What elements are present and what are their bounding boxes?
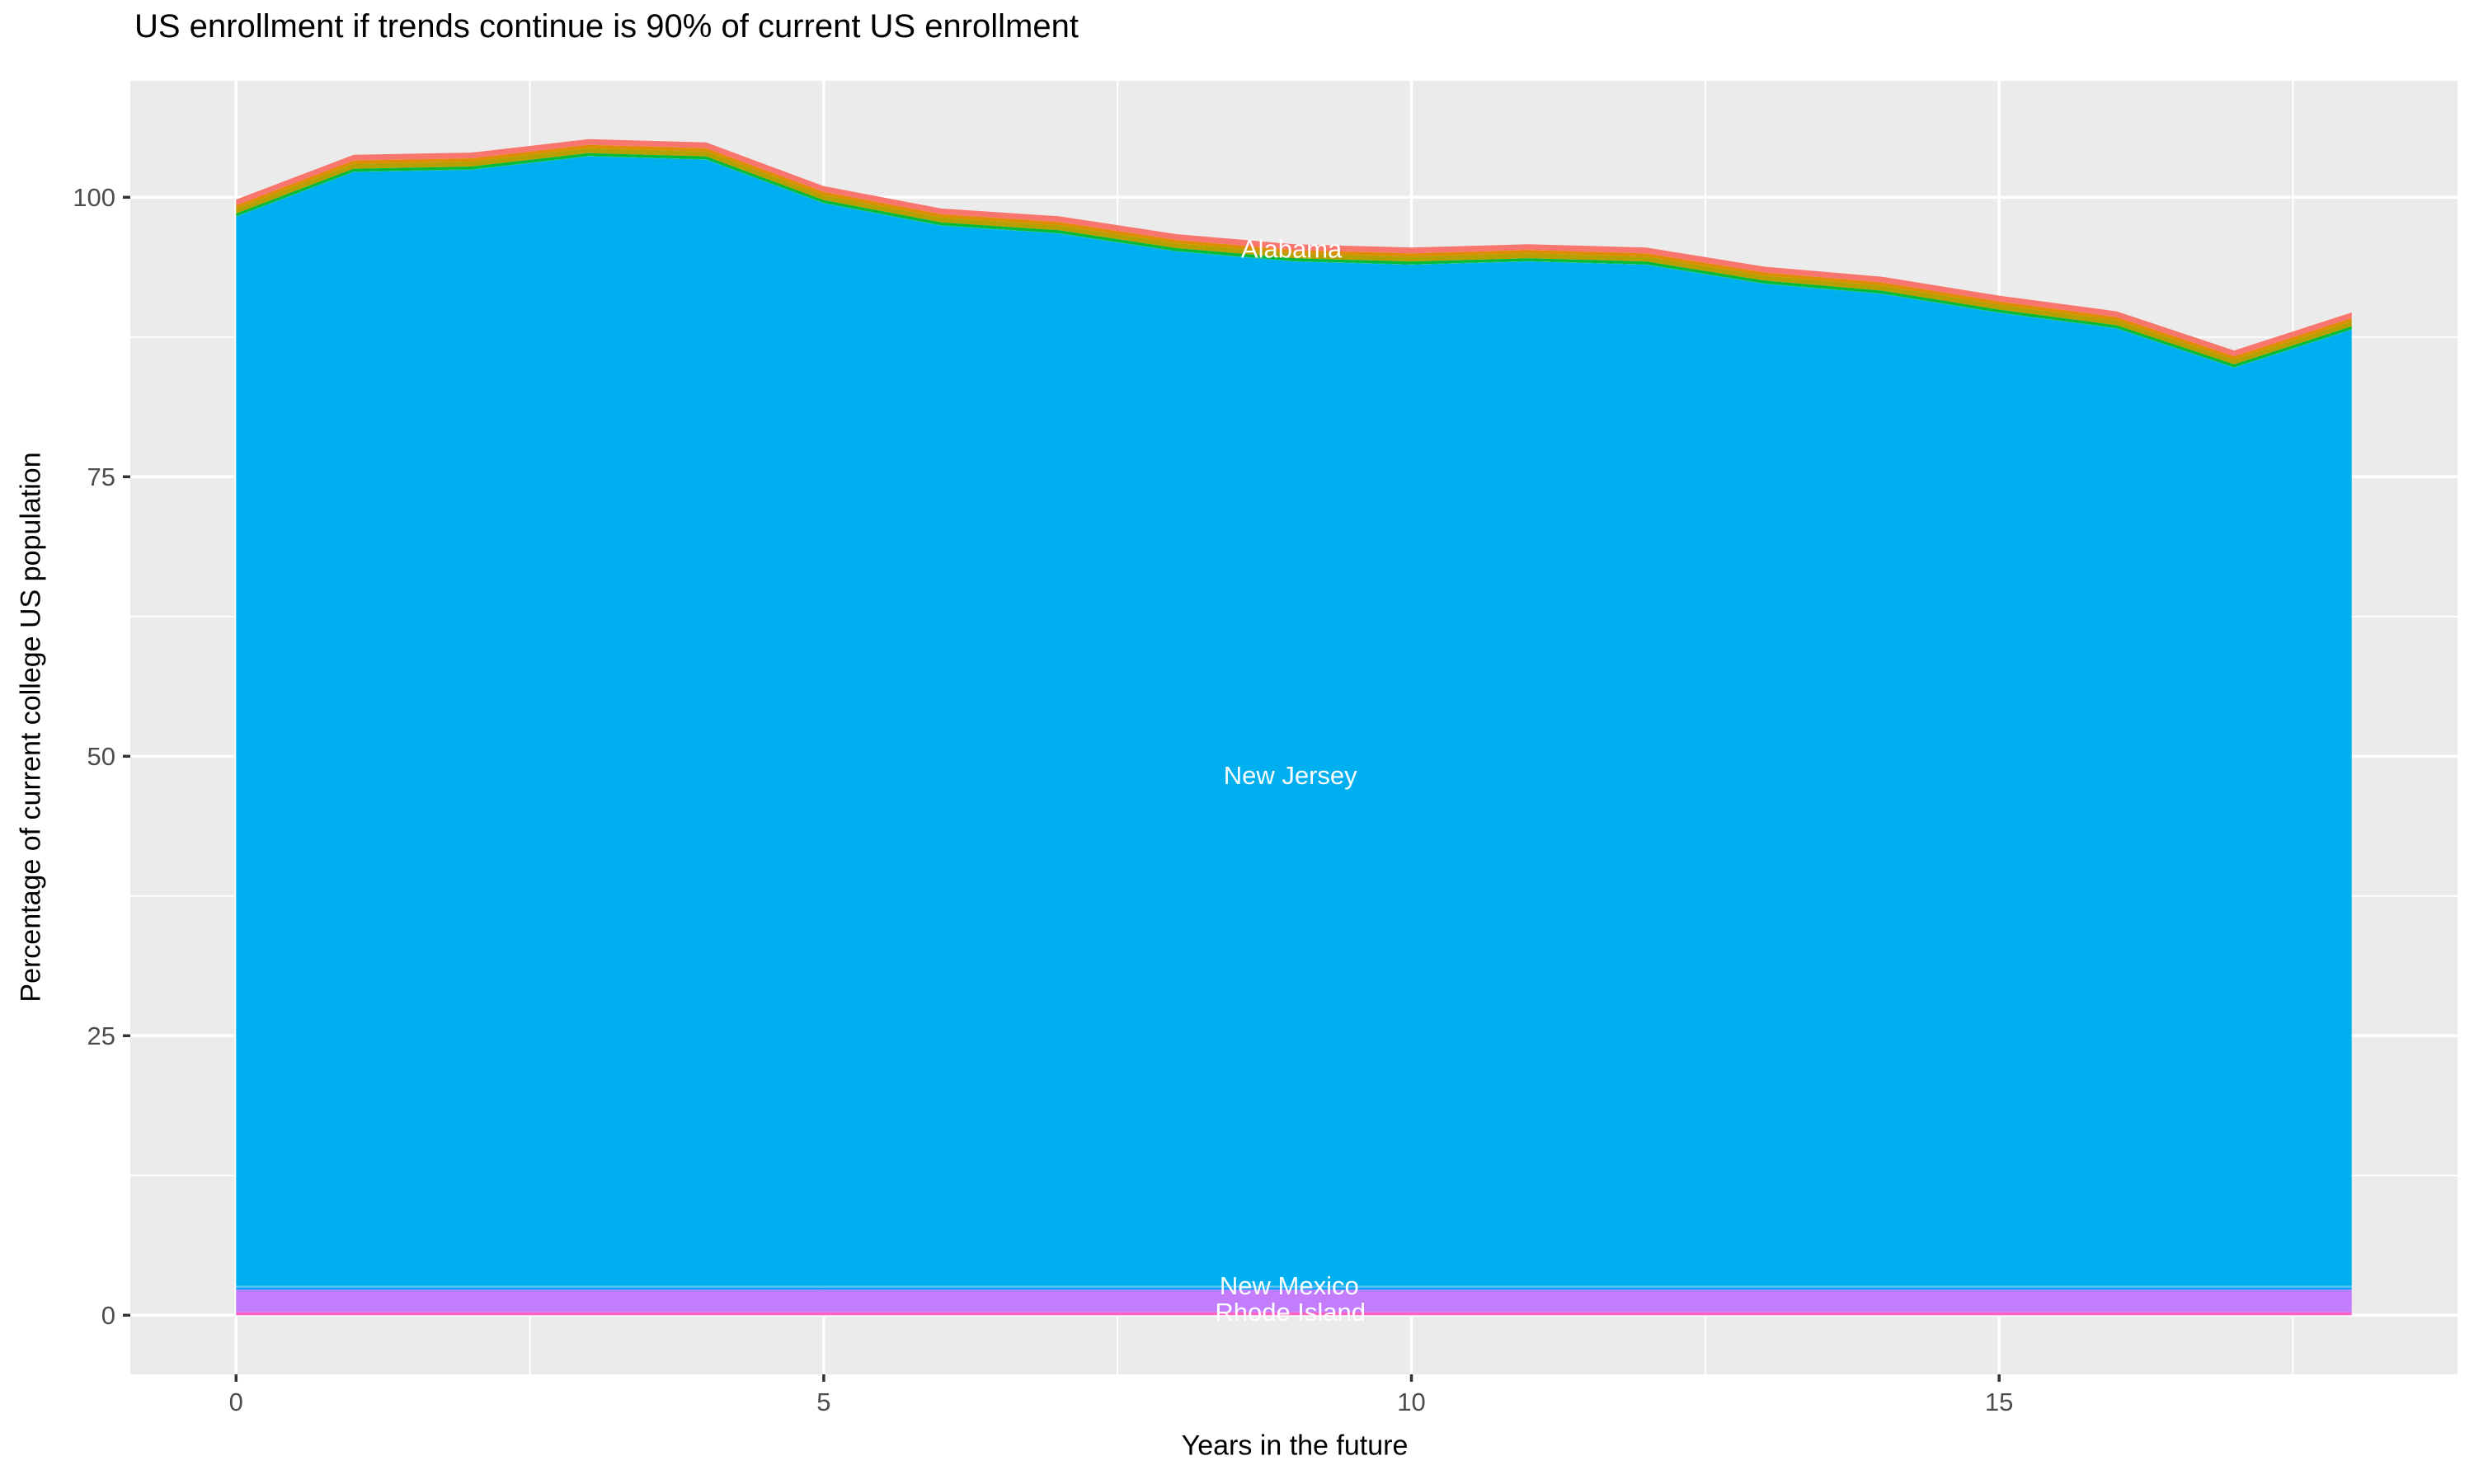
chart-title: US enrollment if trends continue is 90% …: [134, 8, 1079, 45]
area-band-states-lightblue: [236, 1285, 2352, 1288]
y-axis-title: Percentage of current college US populat…: [15, 452, 47, 1003]
state-label-alabama: Alabama: [1241, 235, 1343, 264]
y-tick-label-25: 25: [87, 1021, 115, 1050]
x-tick-label-0: 0: [229, 1388, 243, 1416]
x-axis-title: Years in the future: [1181, 1430, 1409, 1462]
state-label-new-mexico: New Mexico: [1220, 1271, 1359, 1300]
state-label-new-jersey: New Jersey: [1224, 761, 1357, 790]
area-band-new-jersey: [236, 156, 2352, 1286]
area-band-rhode-island: [236, 1312, 2352, 1316]
x-tick-label-15: 15: [1985, 1388, 2013, 1416]
x-tick-label-5: 5: [816, 1388, 830, 1416]
y-tick-label-50: 50: [87, 742, 115, 771]
area-band-states-orange: [236, 144, 2352, 359]
area-band-alabama: [236, 139, 2352, 357]
area-band-states-green: [236, 153, 2352, 368]
area-band-states-olive: [236, 148, 2352, 364]
state-label-rhode-island: Rhode Island: [1215, 1298, 1366, 1327]
area-band-new-mexico: [236, 1289, 2352, 1313]
y-tick-label-75: 75: [87, 463, 115, 491]
y-tick-label-0: 0: [101, 1301, 115, 1330]
area-band-states-deepblue: [236, 1287, 2352, 1290]
x-tick-label-10: 10: [1397, 1388, 1425, 1416]
y-tick-label-100: 100: [73, 183, 115, 212]
